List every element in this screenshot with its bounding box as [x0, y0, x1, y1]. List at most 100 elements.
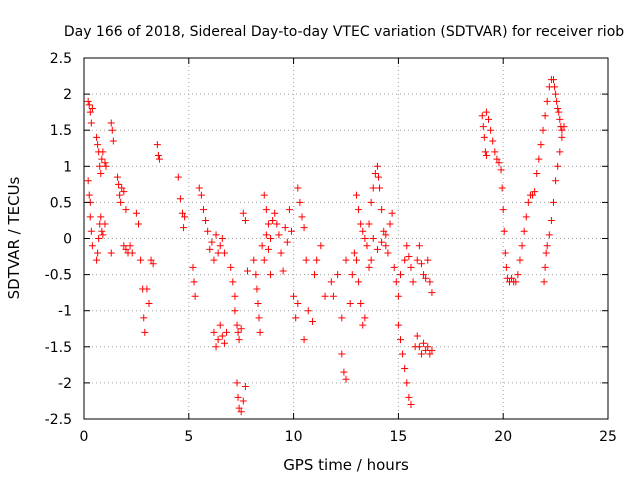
data-point	[350, 249, 358, 257]
data-point	[361, 314, 369, 322]
data-point	[480, 133, 488, 141]
data-point	[204, 227, 212, 235]
data-point	[288, 227, 296, 235]
data-point	[180, 224, 188, 232]
data-point	[93, 133, 101, 141]
data-point	[537, 141, 545, 149]
data-point	[134, 220, 142, 228]
data-point	[96, 162, 104, 170]
ticks: 0 5 10 15 20 25 -2.5 -2 -1.5 -1 -0.5 0 0.5 1 1.5 2 2.5	[45, 51, 617, 445]
data-point	[478, 112, 486, 120]
data-point	[107, 119, 115, 127]
data-point	[237, 408, 245, 416]
data-point	[253, 285, 261, 293]
data-point	[271, 209, 279, 217]
data-point	[214, 336, 222, 344]
data-point	[550, 76, 558, 84]
data-point	[243, 267, 251, 275]
data-point	[94, 141, 102, 149]
x-tick-label: 5	[184, 429, 193, 445]
data-point	[554, 162, 562, 170]
data-point	[84, 177, 92, 185]
data-point	[267, 235, 275, 242]
data-point	[361, 235, 369, 242]
data-point	[179, 209, 187, 217]
data-point	[195, 184, 203, 192]
data-point	[264, 245, 272, 253]
data-point	[208, 238, 216, 246]
data-point	[235, 336, 243, 344]
data-point	[132, 209, 140, 217]
data-point	[277, 249, 285, 257]
data-point	[210, 256, 218, 264]
data-point	[229, 278, 237, 286]
data-point	[407, 263, 415, 271]
data-point	[304, 307, 312, 315]
data-point	[237, 325, 245, 333]
data-point	[206, 245, 214, 253]
data-point	[118, 184, 126, 192]
data-point	[267, 271, 275, 279]
data-point	[88, 242, 96, 250]
data-point	[292, 314, 300, 322]
data-point	[550, 198, 558, 206]
data-point	[108, 126, 116, 134]
data-point	[99, 148, 107, 156]
data-point	[547, 216, 555, 224]
data-point	[424, 256, 432, 264]
data-point	[493, 155, 501, 163]
data-point	[514, 271, 522, 279]
data-point	[147, 256, 155, 264]
data-point	[367, 256, 375, 264]
data-point	[508, 274, 516, 282]
data-point	[338, 350, 346, 358]
data-point	[376, 184, 384, 192]
data-point	[98, 155, 106, 163]
data-point	[191, 292, 199, 300]
data-point	[212, 231, 220, 239]
y-axis-title: SDTVAR / TECUs	[5, 176, 23, 299]
data-point	[357, 299, 365, 307]
data-point	[396, 271, 404, 279]
data-point	[329, 292, 337, 300]
y-tick-label: -1.5	[45, 340, 72, 356]
data-point	[374, 173, 382, 181]
data-point	[481, 148, 489, 156]
data-point	[308, 318, 316, 326]
data-point	[369, 235, 377, 242]
data-point	[234, 328, 242, 336]
data-point	[275, 231, 283, 239]
y-tick-label: -2.5	[45, 412, 72, 428]
data-point	[101, 220, 109, 228]
data-point	[543, 97, 551, 105]
data-point	[405, 253, 413, 261]
data-point	[420, 271, 428, 279]
data-point	[120, 242, 128, 250]
data-point	[102, 162, 110, 170]
data-point	[359, 321, 367, 329]
data-point	[426, 278, 434, 286]
data-point	[386, 220, 394, 228]
data-point	[107, 249, 115, 257]
data-point	[545, 231, 553, 239]
data-point	[413, 256, 421, 264]
data-point	[553, 97, 561, 105]
data-point	[365, 220, 373, 228]
data-point	[407, 401, 415, 409]
data-point	[145, 299, 153, 307]
data-point	[97, 213, 105, 221]
data-point	[117, 198, 125, 206]
grid	[83, 57, 609, 420]
data-point	[417, 260, 425, 268]
data-point	[214, 249, 222, 257]
data-point	[371, 170, 379, 178]
data-point	[210, 328, 218, 336]
data-point	[355, 278, 363, 286]
data-point	[489, 137, 497, 145]
data-point	[373, 162, 381, 170]
data-point	[99, 231, 107, 239]
data-point	[512, 278, 520, 286]
data-point	[502, 263, 510, 271]
data-point	[338, 314, 346, 322]
y-tick-label: -1	[58, 304, 72, 320]
